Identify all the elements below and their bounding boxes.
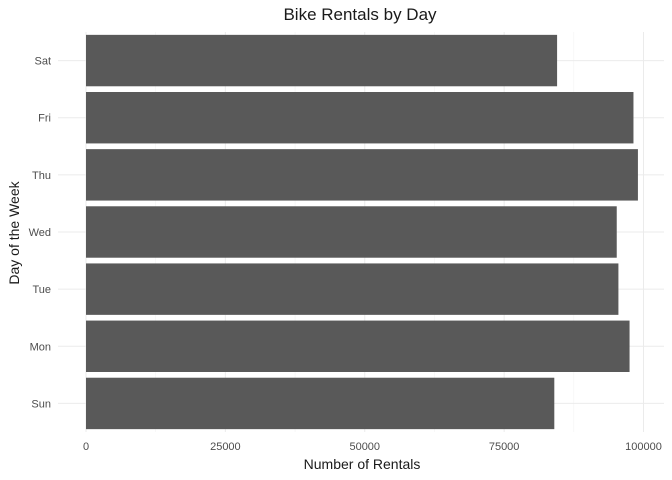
bars	[86, 34, 638, 430]
bar-thu	[86, 149, 638, 201]
y-tick-label: Fri	[38, 113, 51, 125]
y-tick-label: Sat	[34, 56, 51, 68]
y-tick-label: Mon	[30, 341, 51, 353]
bar-wed	[86, 206, 617, 258]
x-axis-title: Number of Rentals	[304, 456, 421, 472]
bar-sun	[86, 377, 555, 430]
x-axis-ticks: 0 25000 50000 75000 100000	[83, 441, 662, 453]
bar-mon	[86, 320, 630, 372]
x-tick-label: 0	[83, 441, 89, 453]
y-tick-label: Wed	[29, 227, 51, 239]
y-axis-title: Day of the Week	[6, 180, 22, 284]
x-tick-label: 100000	[625, 441, 662, 453]
bar-sat	[86, 34, 558, 87]
y-tick-label: Tue	[32, 284, 51, 296]
bar-fri	[86, 92, 634, 144]
y-axis-ticks: Sun Mon Tue Wed Thu Fri Sat	[29, 56, 51, 411]
bar-tue	[86, 263, 619, 315]
chart-title: Bike Rentals by Day	[283, 5, 437, 24]
x-tick-label: 75000	[489, 441, 520, 453]
y-tick-label: Thu	[32, 170, 51, 182]
x-tick-label: 25000	[210, 441, 241, 453]
x-tick-label: 50000	[349, 441, 380, 453]
y-tick-label: Sun	[31, 398, 51, 410]
